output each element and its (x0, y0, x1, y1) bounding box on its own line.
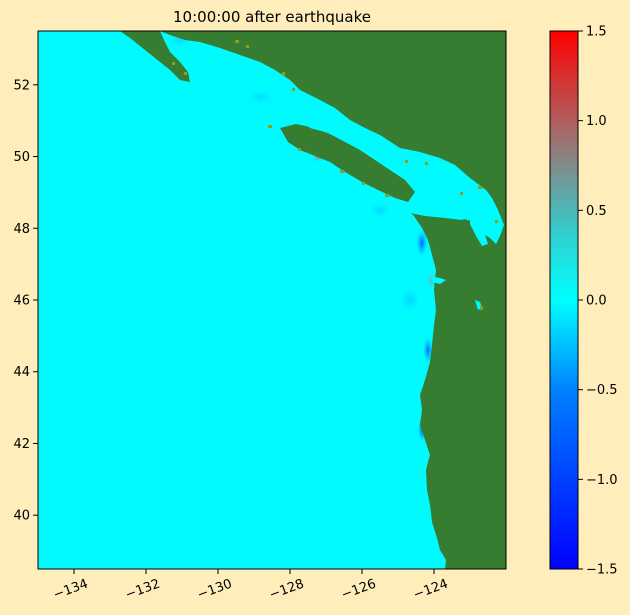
ocean-anomaly (246, 89, 274, 105)
northern-island (120, 31, 190, 82)
ocean-anomaly (368, 202, 392, 218)
ocean-anomaly (400, 286, 420, 314)
colorbar-tick-label: 1.5 (586, 25, 607, 40)
vancouver-island (280, 124, 415, 202)
strait-juan-de-fuca (405, 206, 470, 220)
x-tick-label: −128 (267, 577, 306, 603)
plot-title: 10:00:00 after earthquake (173, 8, 371, 26)
y-tick-label: 46 (13, 294, 30, 309)
y-tick-label: 40 (13, 509, 30, 524)
y-tick-label: 50 (13, 150, 30, 165)
colorbar-tick-label: 1.0 (586, 114, 607, 129)
wave-anomaly (423, 337, 433, 363)
x-tick-label: −134 (51, 577, 90, 603)
y-tick-label: 48 (13, 222, 30, 237)
colorbar-gradient (550, 31, 578, 569)
x-tick-label: −130 (195, 577, 234, 603)
puget-sound (470, 212, 488, 246)
x-tick-label: −132 (123, 577, 162, 603)
inlet (300, 120, 345, 134)
x-tick-label: −124 (411, 577, 450, 603)
map-area (38, 31, 506, 569)
x-axis: −134 −132 −130 −128 −126 −124 (51, 569, 450, 603)
y-axis: 40 42 44 46 48 50 52 (13, 78, 38, 524)
coastal-fringe (172, 40, 498, 310)
y-tick-label: 52 (13, 78, 30, 93)
y-tick-label: 44 (13, 365, 30, 380)
colorbar-tick-label: −1.0 (586, 473, 618, 488)
colorbar-tick-label: 0.0 (586, 294, 607, 309)
y-tick-label: 42 (13, 437, 30, 452)
colorbar-tick-label: −1.5 (586, 563, 618, 578)
strait-of-georgia (395, 150, 470, 198)
columbia-river-mouth (430, 276, 446, 284)
colorbar-axis: −1.5 −1.0 −0.5 0.0 0.5 1.0 1.5 (578, 25, 618, 578)
x-tick-label: −126 (339, 577, 378, 603)
colorbar-tick-label: 0.5 (586, 204, 607, 219)
mainland-landmass (120, 31, 506, 569)
wave-anomaly (416, 229, 428, 257)
colorbar-tick-label: −0.5 (586, 383, 618, 398)
